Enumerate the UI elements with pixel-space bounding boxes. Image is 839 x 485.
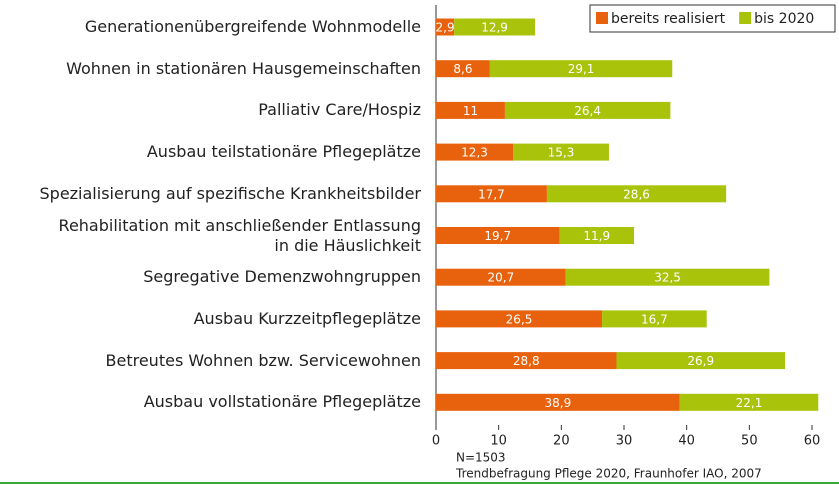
value-label: 22,1 bbox=[736, 396, 763, 410]
value-label: 16,7 bbox=[641, 312, 668, 326]
value-label: 28,6 bbox=[623, 187, 650, 201]
bar-segment bbox=[436, 352, 617, 370]
annotation: N=1503 bbox=[456, 451, 506, 465]
bar-segment bbox=[559, 227, 635, 244]
x-tick-label: 50 bbox=[741, 434, 758, 449]
bar-segment bbox=[513, 143, 609, 161]
x-tick-label: 20 bbox=[553, 434, 570, 449]
category-label: Ausbau teilstationäre Pflegeplätze bbox=[146, 142, 421, 162]
category-label: Ausbau Kurzzeitpflegeplätze bbox=[193, 308, 421, 328]
bar-segment bbox=[436, 227, 560, 244]
bar-segment bbox=[436, 185, 547, 203]
value-label: 2,9 bbox=[436, 21, 455, 35]
bar-segment bbox=[436, 310, 603, 328]
value-label: 11 bbox=[463, 104, 478, 118]
value-label: 17,7 bbox=[478, 187, 505, 201]
value-label: 19,7 bbox=[484, 229, 511, 243]
category-label: Wohnen in stationären Hausgemeinschaften bbox=[66, 58, 421, 78]
bar-segment bbox=[436, 18, 455, 36]
bar-segment bbox=[436, 143, 514, 161]
value-label: 26,9 bbox=[687, 354, 714, 368]
value-label: 29,1 bbox=[568, 62, 595, 76]
category-label: Spezialisierung auf spezifische Krankhei… bbox=[39, 183, 422, 203]
value-label: 20,7 bbox=[488, 271, 515, 285]
bar-segment bbox=[489, 60, 673, 78]
bar-segment bbox=[616, 352, 786, 370]
category-label: Segregative Demenzwohngruppen bbox=[143, 267, 421, 287]
value-label: 26,4 bbox=[574, 104, 601, 118]
bar-segment bbox=[546, 185, 727, 203]
bar-segment bbox=[679, 393, 819, 411]
legend-box bbox=[589, 4, 836, 33]
value-label: 11,9 bbox=[583, 229, 610, 243]
legend-swatch bbox=[739, 12, 752, 24]
value-label: 26,5 bbox=[506, 312, 533, 326]
annotation: Trendbefragung Pflege 2020, Fraunhofer I… bbox=[455, 467, 762, 481]
bar-segment bbox=[436, 393, 680, 411]
category-label: Palliativ Care/Hospiz bbox=[258, 100, 421, 120]
legend-swatch bbox=[596, 12, 608, 24]
value-label: 15,3 bbox=[548, 146, 575, 160]
bar-segment bbox=[504, 101, 671, 119]
category-label: Betreutes Wohnen bzw. Servicewohnen bbox=[105, 350, 421, 370]
category-label: Rehabilitation mit anschließender Entlas… bbox=[58, 215, 421, 255]
x-tick-label: 10 bbox=[490, 434, 507, 449]
category-label: Generationenübergreifende Wohnmodelle bbox=[84, 17, 421, 36]
value-label: 8,6 bbox=[453, 62, 472, 76]
value-label: 32,5 bbox=[654, 271, 681, 285]
bar-segment bbox=[436, 268, 566, 286]
bar-segment bbox=[602, 310, 707, 328]
category-label: Ausbau vollstationäre Pflegeplätze bbox=[143, 392, 421, 412]
bar-segment bbox=[436, 101, 505, 119]
x-tick-label: 60 bbox=[804, 434, 821, 449]
legend-label: bereits realisiert bbox=[611, 11, 726, 27]
bar-segment bbox=[454, 18, 536, 36]
legend-label: bis 2020 bbox=[754, 11, 814, 27]
x-tick-label: 0 bbox=[432, 434, 440, 449]
bar-segment bbox=[436, 60, 490, 78]
value-label: 38,9 bbox=[545, 396, 572, 410]
bar-segment bbox=[565, 268, 770, 286]
x-tick-label: 40 bbox=[678, 434, 695, 449]
value-label: 28,8 bbox=[513, 354, 540, 368]
value-label: 12,3 bbox=[461, 146, 488, 160]
x-tick-label: 30 bbox=[616, 434, 633, 449]
value-label: 12,9 bbox=[481, 21, 508, 35]
